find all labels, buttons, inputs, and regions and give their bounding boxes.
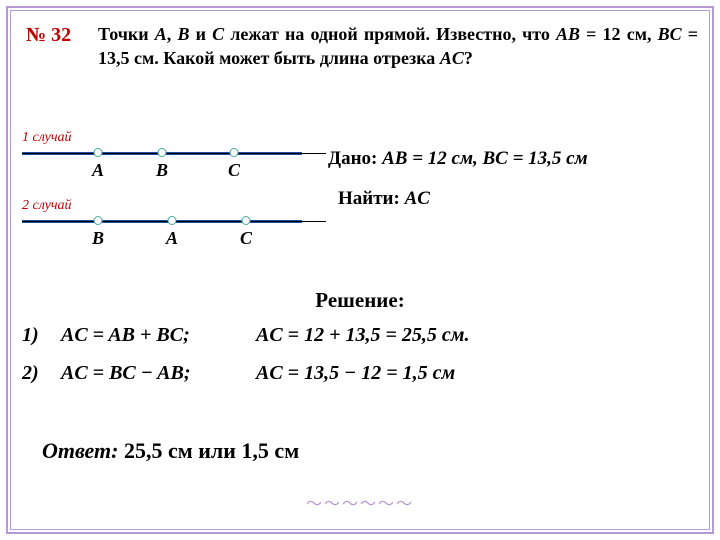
number-line-2: B A C (22, 220, 302, 223)
case2-label-a: A (166, 228, 178, 249)
case1-label-c: C (228, 160, 240, 181)
find-label: Найти: (338, 188, 405, 209)
answer-text: 25,5 см или 1,5 см (118, 438, 299, 463)
find-block: Найти: AC (338, 188, 430, 210)
content-area: № 32 Точки A, B и C лежат на одной прямо… (18, 18, 702, 522)
case2-line: B A C (22, 220, 302, 223)
case2-label-b: B (92, 228, 104, 249)
given-label: Дано: (328, 148, 382, 169)
given-block: Дано: AB = 12 см, BC = 13,5 см (328, 148, 588, 170)
case2-label: 2 случай (22, 198, 72, 214)
answer-label: Ответ: (42, 438, 118, 463)
case2-point-a (168, 216, 177, 225)
number-line-1: A B C (22, 152, 302, 155)
problem-number: № 32 (26, 24, 71, 47)
case1-label: 1 случай (22, 130, 72, 146)
solution-line-1: 1) AC = AB + BC; AC = 12 + 13,5 = 25,5 с… (22, 324, 469, 347)
problem-statement: Точки A, B и C лежат на одной прямой. Из… (98, 22, 698, 71)
case1-label-a: A (92, 160, 104, 181)
case2-label-c: C (240, 228, 252, 249)
case1-line: A B C (22, 152, 302, 155)
case1-point-b (158, 148, 167, 157)
find-text: AC (405, 188, 430, 209)
case1-point-a (94, 148, 103, 157)
case2-point-c (242, 216, 251, 225)
solution-line-2: 2) AC = BC − AB; AC = 13,5 − 12 = 1,5 см (22, 362, 455, 385)
answer-block: Ответ: 25,5 см или 1,5 см (42, 438, 299, 464)
case1-label-b: B (156, 160, 168, 181)
case1-point-c (230, 148, 239, 157)
solution-title: Решение: (18, 288, 702, 313)
bottom-decoration: ～～～～～～ (306, 490, 414, 514)
given-text: AB = 12 см, BC = 13,5 см (382, 148, 588, 169)
case2-point-b (94, 216, 103, 225)
